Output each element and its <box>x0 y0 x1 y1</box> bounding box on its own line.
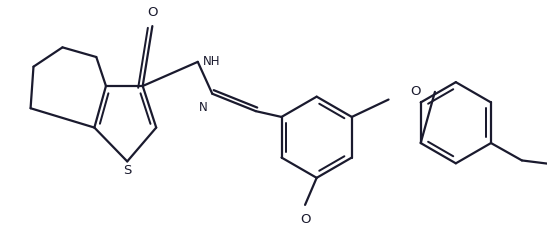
Text: O: O <box>300 213 310 226</box>
Text: S: S <box>123 164 131 177</box>
Text: NH: NH <box>202 55 220 68</box>
Text: O: O <box>147 6 157 19</box>
Text: O: O <box>410 85 421 98</box>
Text: N: N <box>198 101 207 114</box>
